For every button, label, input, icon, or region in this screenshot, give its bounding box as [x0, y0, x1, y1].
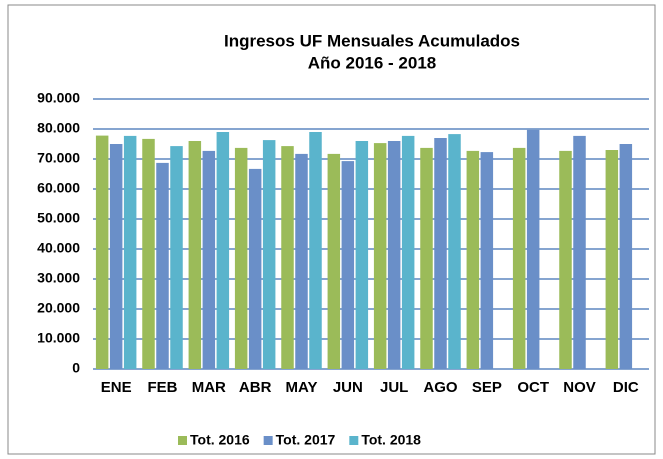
legend-label: Tot. 2016 — [190, 432, 250, 448]
y-tick-label: 0 — [72, 360, 80, 376]
x-tick-label: JUN — [333, 379, 363, 396]
bar — [512, 147, 526, 369]
y-tick-label: 20.000 — [37, 300, 80, 316]
y-tick-label: 60.000 — [37, 180, 80, 196]
bar — [619, 144, 633, 369]
bar — [466, 150, 480, 369]
chart-title: Ingresos UF Mensuales Acumulados — [224, 31, 520, 50]
bar — [420, 147, 433, 369]
x-tick-label: MAR — [192, 379, 226, 396]
bar — [109, 144, 123, 369]
bar — [188, 141, 202, 369]
bar — [605, 150, 619, 369]
bar — [434, 138, 447, 369]
bar — [480, 152, 494, 369]
x-tick-label: OCT — [517, 379, 549, 396]
y-tick-label: 70.000 — [37, 150, 80, 166]
x-tick-label: ABR — [239, 379, 272, 396]
bar — [295, 153, 308, 369]
x-tick-label: AGO — [423, 379, 458, 396]
bar — [202, 150, 216, 369]
bar — [156, 162, 169, 369]
chart-subtitle: Año 2016 - 2018 — [308, 53, 437, 72]
bar — [401, 135, 415, 369]
bar — [234, 147, 248, 369]
bar — [95, 135, 109, 369]
y-tick-label: 90.000 — [37, 90, 80, 106]
bar — [341, 161, 355, 369]
x-tick-label: NOV — [563, 379, 596, 396]
bar — [309, 132, 322, 369]
x-tick-label: DIC — [613, 379, 639, 396]
bar — [327, 153, 341, 369]
bar — [355, 141, 369, 369]
x-tick-label: MAY — [286, 379, 318, 396]
x-tick-label: FEB — [148, 379, 178, 396]
bar — [170, 146, 183, 369]
bar — [387, 141, 401, 369]
bar — [373, 143, 387, 369]
x-tick-label: ENE — [101, 379, 132, 396]
bar — [248, 168, 262, 369]
y-tick-label: 30.000 — [37, 270, 80, 286]
y-tick-label: 10.000 — [37, 330, 80, 346]
bar — [262, 140, 276, 369]
bar — [281, 146, 294, 369]
x-tick-label: JUL — [380, 379, 408, 396]
bar — [559, 150, 572, 369]
bar — [216, 132, 230, 369]
legend-swatch — [263, 436, 273, 445]
legend-swatch — [178, 436, 187, 445]
legend-label: Tot. 2017 — [276, 432, 336, 448]
bar — [142, 138, 155, 369]
bar — [526, 129, 540, 369]
x-tick-label: SEP — [472, 379, 502, 396]
y-tick-label: 80.000 — [37, 120, 80, 136]
bar — [448, 134, 461, 369]
bar — [573, 135, 586, 369]
y-tick-label: 40.000 — [37, 240, 80, 256]
legend-label: Tot. 2018 — [361, 432, 421, 448]
legend-swatch — [349, 436, 359, 445]
y-tick-label: 50.000 — [37, 210, 80, 226]
bar — [123, 135, 137, 369]
